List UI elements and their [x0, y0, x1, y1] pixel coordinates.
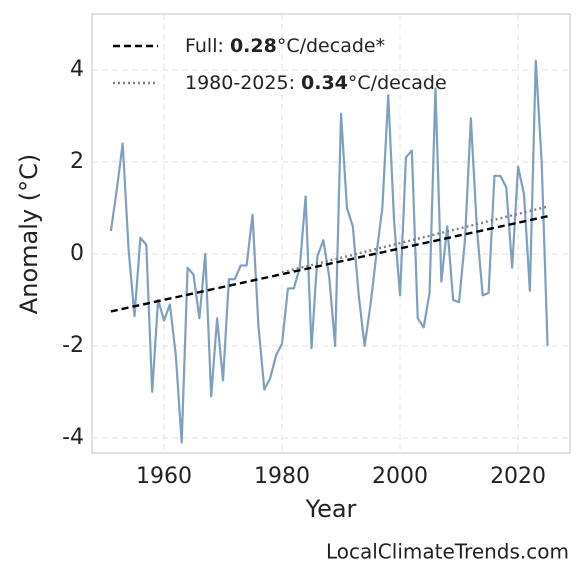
- legend-text-part: °C/decade: [348, 72, 447, 94]
- data-line: [109, 59, 549, 444]
- y-tick-label: 4: [70, 57, 84, 82]
- y-tick-label: 0: [70, 241, 84, 266]
- x-tick-label: 1980: [254, 464, 310, 489]
- x-tick-label: 2020: [490, 464, 546, 489]
- legend-text-part: Full:: [185, 35, 230, 57]
- x-tick-label: 2000: [372, 464, 428, 489]
- y-tick-label: 2: [70, 149, 84, 174]
- y-tick-label: -2: [62, 333, 84, 358]
- legend-label: Full: 0.28°C/decade*: [185, 35, 385, 57]
- legend-text-part: 0.28: [230, 35, 277, 57]
- trend-line: [110, 215, 548, 313]
- y-axis-label: Anomaly (°C): [15, 154, 43, 314]
- plot-frame: [91, 13, 571, 454]
- source: LocalClimateTrends.com: [326, 540, 569, 564]
- x-tick-label: 1960: [136, 464, 192, 489]
- y-tick-label: -4: [62, 425, 84, 450]
- legend-text-part: °C/decade*: [277, 35, 385, 57]
- legend-label: 1980-2025: 0.34°C/decade: [185, 72, 447, 94]
- legend-text-part: 1980-2025:: [185, 72, 301, 94]
- trend-line: [281, 205, 548, 274]
- legend-text-part: 0.34: [301, 72, 348, 94]
- x-axis-label: Year: [305, 495, 357, 523]
